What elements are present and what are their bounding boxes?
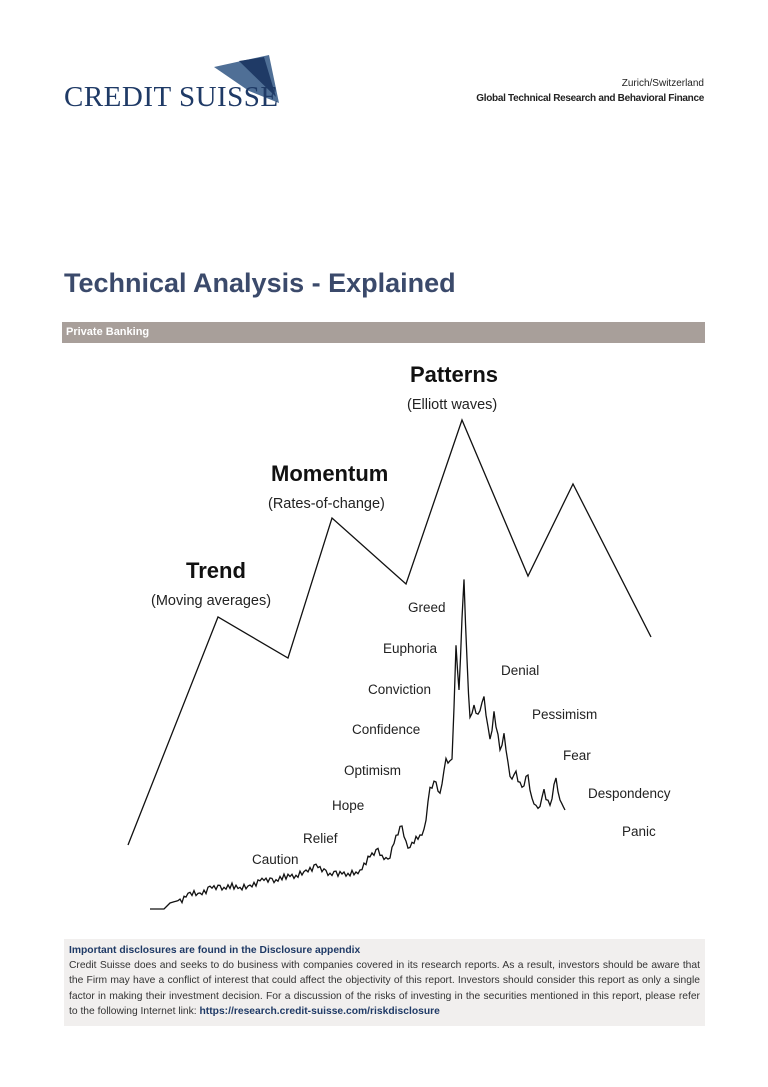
sail-logo-icon — [214, 55, 279, 103]
sentiment-conviction: Conviction — [368, 682, 432, 697]
level-momentum-title: Momentum — [271, 461, 389, 486]
sentiment-euphoria: Euphoria — [383, 641, 438, 656]
sentiment-confidence: Confidence — [352, 722, 421, 737]
sentiment-pessimism: Pessimism — [532, 707, 598, 722]
page-title: Technical Analysis - Explained — [64, 268, 456, 298]
sentiment-relief: Relief — [303, 831, 338, 846]
level-momentum-subtitle: (Rates-of-change) — [268, 496, 385, 512]
logo-text: CREDIT SUISSE — [64, 81, 279, 113]
price-line — [150, 579, 566, 910]
disclosure-heading: Important disclosures are found in the D… — [69, 945, 361, 956]
level-trend-title: Trend — [186, 558, 246, 583]
sentiment-caution: Caution — [252, 852, 299, 867]
credit-suisse-logo: CREDIT SUISSE — [64, 55, 284, 113]
risk-disclosure-link[interactable]: https://research.credit-suisse.com/riskd… — [199, 1005, 440, 1017]
header-info: Zurich/Switzerland Global Technical Rese… — [476, 76, 704, 106]
sentiment-hope: Hope — [332, 798, 365, 813]
sentiment-despondency: Despondency — [588, 786, 671, 801]
level-patterns-title: Patterns — [410, 362, 499, 387]
section-band: Private Banking — [62, 322, 705, 343]
sentiment-greed: Greed — [408, 600, 446, 615]
disclosure-body: Credit Suisse does and seeks to do busin… — [69, 960, 700, 1017]
location: Zurich/Switzerland — [621, 78, 704, 89]
level-trend-subtitle: (Moving averages) — [151, 593, 272, 609]
technical-analysis-diagram — [127, 418, 652, 910]
sentiment-denial: Denial — [501, 663, 540, 678]
sentiment-panic: Panic — [622, 824, 656, 839]
elliott-wave-line — [127, 418, 652, 846]
sentiment-fear: Fear — [563, 748, 591, 763]
disclosure-box: Important disclosures are found in the D… — [64, 939, 705, 1026]
level-patterns-subtitle: (Elliott waves) — [407, 397, 498, 413]
sentiment-optimism: Optimism — [344, 763, 401, 778]
department: Global Technical Research and Behavioral… — [476, 93, 704, 104]
